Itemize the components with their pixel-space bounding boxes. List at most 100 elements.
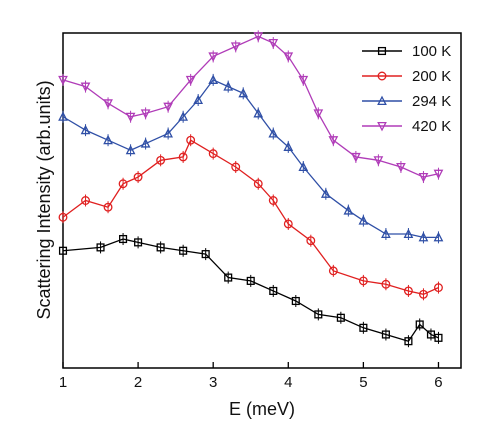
- data-point: [140, 109, 151, 119]
- series-layer: [58, 30, 444, 348]
- data-point: [81, 196, 90, 205]
- data-point: [377, 71, 387, 81]
- data-point: [223, 81, 234, 91]
- data-point: [80, 124, 91, 135]
- data-point: [283, 52, 294, 62]
- data-point: [133, 172, 143, 182]
- data-point: [208, 74, 219, 84]
- data-point: [58, 75, 68, 86]
- data-point: [253, 179, 263, 189]
- legend: 100 K 200 K 294 K 420 K: [362, 43, 451, 135]
- data-point: [103, 134, 113, 145]
- data-point: [426, 330, 436, 339]
- data-point: [268, 196, 278, 205]
- plot-frame: [62, 32, 462, 369]
- data-point: [125, 144, 136, 155]
- data-point: [186, 135, 196, 145]
- data-point: [179, 246, 188, 255]
- data-point: [404, 337, 413, 346]
- legend-label: 294 K: [412, 93, 451, 110]
- legend-label: 420 K: [412, 118, 451, 135]
- data-point: [134, 238, 143, 247]
- data-point: [230, 42, 241, 52]
- data-point: [208, 52, 219, 62]
- y-axis-title: Scattering Intensity (arb.units): [34, 80, 54, 319]
- data-point: [193, 94, 204, 105]
- data-point: [246, 276, 255, 285]
- data-point: [224, 273, 233, 282]
- x-tick-label: 1: [59, 374, 67, 391]
- data-point: [58, 246, 68, 255]
- x-tick-label: 5: [359, 374, 367, 391]
- data-point: [419, 289, 428, 299]
- data-point: [103, 99, 113, 109]
- data-point: [418, 231, 429, 242]
- x-tick-label: 2: [134, 374, 142, 391]
- data-point: [58, 212, 68, 222]
- data-point: [253, 107, 264, 118]
- data-point: [434, 283, 443, 293]
- series-line: [62, 139, 439, 295]
- data-point: [336, 313, 345, 322]
- data-point: [163, 102, 173, 113]
- data-point: [358, 215, 369, 225]
- data-point: [201, 250, 210, 259]
- data-point: [403, 228, 414, 239]
- data-point: [358, 276, 368, 286]
- data-point: [283, 141, 294, 151]
- series-line: [62, 35, 439, 178]
- data-point: [118, 179, 128, 189]
- data-point: [418, 172, 429, 183]
- data-point: [103, 202, 113, 212]
- data-point: [415, 320, 424, 329]
- data-point: [359, 323, 368, 332]
- data-point: [314, 310, 323, 319]
- data-point: [96, 243, 105, 252]
- data-point: [231, 162, 241, 172]
- x-tick-label: 4: [284, 374, 292, 391]
- data-point: [381, 228, 391, 239]
- data-point: [343, 205, 354, 215]
- data-point: [238, 87, 249, 98]
- x-axis: 1 2 3 4 5 6: [59, 362, 443, 391]
- x-axis-title: E (meV): [229, 399, 295, 419]
- data-point: [208, 149, 218, 159]
- data-point: [306, 236, 316, 246]
- data-point: [80, 82, 91, 93]
- data-point: [433, 231, 444, 242]
- data-point: [328, 266, 338, 276]
- data-point: [185, 75, 196, 86]
- data-point: [268, 128, 279, 138]
- data-point: [178, 152, 188, 162]
- data-point: [125, 112, 136, 123]
- series-420-k: [58, 30, 444, 184]
- data-point: [373, 156, 384, 166]
- series-line: [62, 79, 439, 239]
- data-point: [433, 169, 444, 180]
- data-point: [320, 188, 331, 198]
- x-tick-label: 6: [434, 374, 442, 391]
- data-point: [269, 286, 278, 295]
- x-tick-label: 3: [209, 374, 217, 391]
- data-point: [58, 111, 68, 121]
- data-point: [178, 111, 189, 121]
- data-point: [377, 95, 387, 106]
- data-point: [268, 39, 279, 49]
- data-point: [381, 330, 390, 339]
- legend-label: 200 K: [412, 68, 451, 85]
- legend-label: 100 K: [412, 43, 451, 60]
- data-point: [351, 152, 361, 163]
- data-point: [156, 155, 166, 165]
- data-point: [298, 75, 309, 86]
- data-point: [283, 219, 293, 229]
- data-point: [253, 32, 264, 42]
- series-line: [62, 238, 439, 342]
- series-200-k: [58, 134, 443, 301]
- data-point: [140, 138, 151, 148]
- data-point: [291, 296, 300, 306]
- series-100-k: [58, 233, 443, 348]
- series-294-k: [58, 73, 444, 244]
- data-point: [396, 162, 406, 173]
- data-point: [377, 121, 387, 132]
